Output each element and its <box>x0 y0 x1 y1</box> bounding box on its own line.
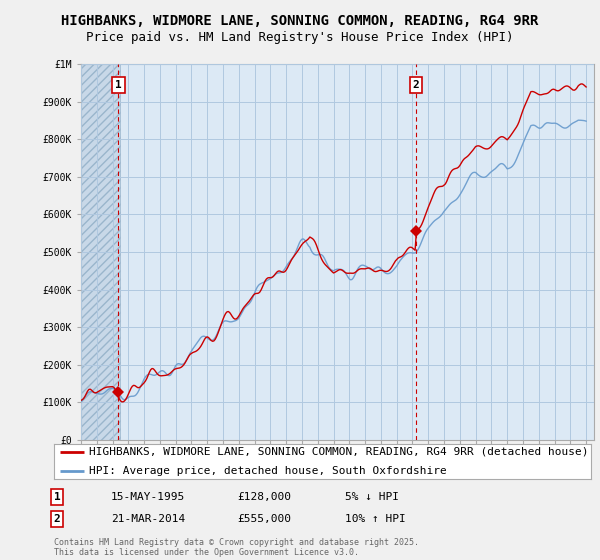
Text: 15-MAY-1995: 15-MAY-1995 <box>111 492 185 502</box>
Text: 5% ↓ HPI: 5% ↓ HPI <box>345 492 399 502</box>
Bar <box>81 64 121 440</box>
Text: £555,000: £555,000 <box>237 514 291 524</box>
Text: 2: 2 <box>413 80 419 90</box>
Text: 1: 1 <box>53 492 61 502</box>
Text: 2: 2 <box>53 514 61 524</box>
Text: 10% ↑ HPI: 10% ↑ HPI <box>345 514 406 524</box>
Text: Price paid vs. HM Land Registry's House Price Index (HPI): Price paid vs. HM Land Registry's House … <box>86 31 514 44</box>
Text: 21-MAR-2014: 21-MAR-2014 <box>111 514 185 524</box>
Text: 1: 1 <box>115 80 122 90</box>
Text: HIGHBANKS, WIDMORE LANE, SONNING COMMON, READING, RG4 9RR: HIGHBANKS, WIDMORE LANE, SONNING COMMON,… <box>61 14 539 28</box>
Text: £128,000: £128,000 <box>237 492 291 502</box>
Text: HPI: Average price, detached house, South Oxfordshire: HPI: Average price, detached house, Sout… <box>89 466 446 476</box>
Text: Contains HM Land Registry data © Crown copyright and database right 2025.
This d: Contains HM Land Registry data © Crown c… <box>54 538 419 557</box>
Text: HIGHBANKS, WIDMORE LANE, SONNING COMMON, READING, RG4 9RR (detached house): HIGHBANKS, WIDMORE LANE, SONNING COMMON,… <box>89 447 589 457</box>
